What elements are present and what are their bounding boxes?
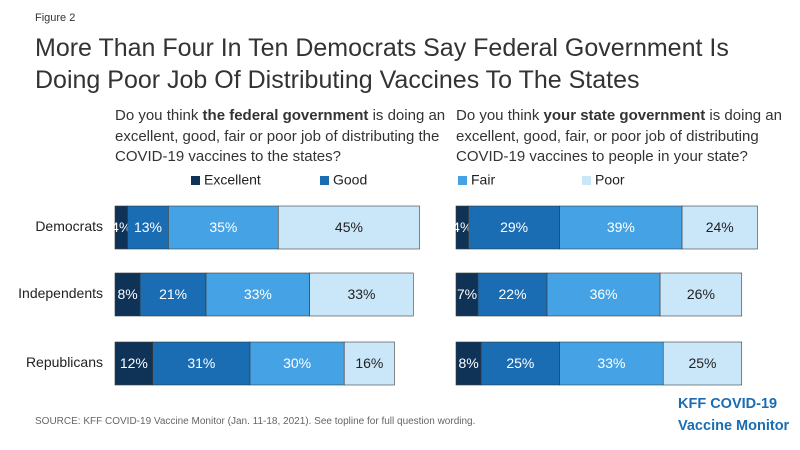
question-part: Do you think bbox=[456, 107, 544, 124]
value-label: 21% bbox=[159, 286, 187, 302]
value-label: 8% bbox=[458, 355, 478, 371]
legend-swatch bbox=[320, 176, 329, 185]
question-part: is doing an excellent, good, fair or poo… bbox=[115, 107, 446, 165]
value-label: 4% bbox=[452, 219, 472, 235]
value-label: 45% bbox=[335, 219, 363, 235]
value-label: 8% bbox=[117, 286, 137, 302]
value-label: 33% bbox=[347, 286, 375, 302]
title-line: More Than Four In Ten Democrats Say Fede… bbox=[35, 34, 729, 62]
title-line: Doing Poor Job Of Distributing Vaccines … bbox=[35, 66, 640, 94]
bar-segment bbox=[659, 272, 743, 317]
bar-segment bbox=[114, 272, 141, 317]
value-label: 29% bbox=[500, 219, 528, 235]
bar-segment bbox=[249, 341, 345, 386]
figure-label: Figure 2 bbox=[35, 12, 76, 24]
value-label: 33% bbox=[244, 286, 272, 302]
source: SOURCE: KFF COVID-19 Vaccine Monitor (Ja… bbox=[35, 416, 476, 427]
question-part: the federal government bbox=[202, 107, 369, 124]
question-part: Do you think bbox=[115, 107, 203, 124]
value-label: 25% bbox=[506, 355, 534, 371]
bar-segment bbox=[468, 205, 560, 250]
value-label: 7% bbox=[457, 286, 477, 302]
legend-label: Poor bbox=[595, 172, 625, 188]
legend-label: Good bbox=[333, 172, 367, 188]
legend-swatch bbox=[582, 176, 591, 185]
logo-line: KFF COVID-19 bbox=[678, 396, 778, 412]
legend-label: Excellent bbox=[204, 172, 261, 188]
bar-segment bbox=[662, 341, 743, 386]
bar-segment bbox=[152, 341, 251, 386]
bar-segment bbox=[546, 272, 661, 317]
value-label: 25% bbox=[688, 355, 716, 371]
bar-segment bbox=[205, 272, 310, 317]
question-part: is doing an excellent, good, fair, or po… bbox=[456, 107, 782, 165]
bar-segment bbox=[139, 272, 207, 317]
bar-segment bbox=[477, 272, 548, 317]
value-label: 22% bbox=[499, 286, 527, 302]
bar-segment bbox=[309, 272, 414, 317]
value-label: 31% bbox=[187, 355, 215, 371]
bar-segment bbox=[681, 205, 758, 250]
value-label: 35% bbox=[209, 219, 237, 235]
bar-segment bbox=[277, 205, 420, 250]
value-label: 30% bbox=[283, 355, 311, 371]
question-part: your state government bbox=[543, 107, 706, 124]
value-label: 36% bbox=[590, 286, 618, 302]
value-label: 16% bbox=[355, 355, 383, 371]
value-label: 24% bbox=[706, 219, 734, 235]
question: Do you think your state government is do… bbox=[456, 106, 800, 168]
bar-segment bbox=[343, 341, 395, 386]
logo-line: Vaccine Monitor bbox=[678, 418, 790, 434]
category-label: Republicans bbox=[26, 354, 103, 370]
bar-segment bbox=[455, 341, 482, 386]
category-label: Democrats bbox=[35, 218, 103, 234]
value-label: 39% bbox=[607, 219, 635, 235]
bar-segment bbox=[559, 341, 664, 386]
bar-segment bbox=[559, 205, 683, 250]
bar-segment bbox=[127, 205, 169, 250]
value-label: 33% bbox=[597, 355, 625, 371]
legend-label: Fair bbox=[471, 172, 495, 188]
category-label: Independents bbox=[18, 285, 103, 301]
bar-segment bbox=[480, 341, 560, 386]
legend-swatch bbox=[458, 176, 467, 185]
bar-segment bbox=[114, 341, 153, 386]
value-label: 13% bbox=[134, 219, 162, 235]
bar-segment bbox=[168, 205, 279, 250]
value-label: 12% bbox=[120, 355, 148, 371]
value-label: 26% bbox=[687, 286, 715, 302]
legend-swatch bbox=[191, 176, 200, 185]
value-label: 4% bbox=[111, 219, 131, 235]
question: Do you think the federal government is d… bbox=[115, 106, 460, 168]
